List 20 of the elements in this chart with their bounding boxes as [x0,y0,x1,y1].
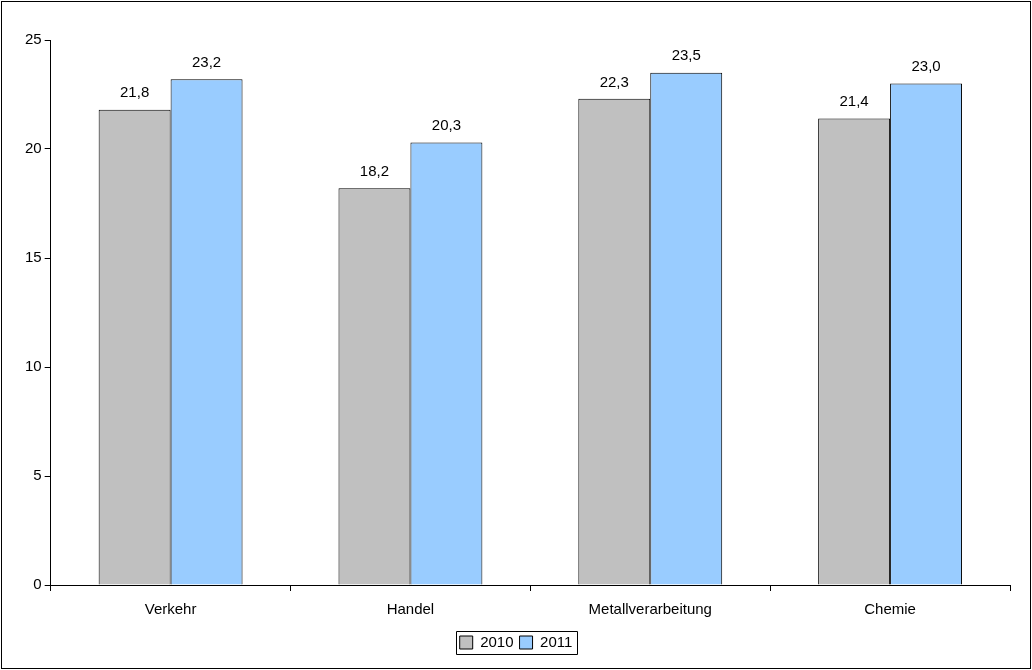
data-label: 23,5 [671,46,701,64]
y-tick-label: 0 [33,575,42,593]
y-tick-label: 10 [25,357,42,375]
x-tick-label: Chemie [864,600,916,618]
x-tick-label: Handel [386,600,435,618]
data-label: 22,3 [599,72,629,90]
data-label: 21,4 [839,92,869,110]
y-tick-label: 5 [33,466,42,484]
data-label: 18,2 [359,161,390,179]
y-tick-label: 20 [25,139,42,157]
x-tick-label: Metallverarbeitung [588,600,712,618]
x-tick-label: Verkehr [144,600,197,618]
data-label: 23,0 [911,57,941,75]
data-label: 20,3 [431,116,461,134]
y-tick-label: 25 [25,30,42,48]
y-tick-label: 15 [25,248,42,266]
data-label: 23,2 [191,52,222,70]
legend-label: 2011 [540,632,573,650]
legend-label: 2010 [480,632,514,650]
data-label: 21,8 [120,83,150,101]
